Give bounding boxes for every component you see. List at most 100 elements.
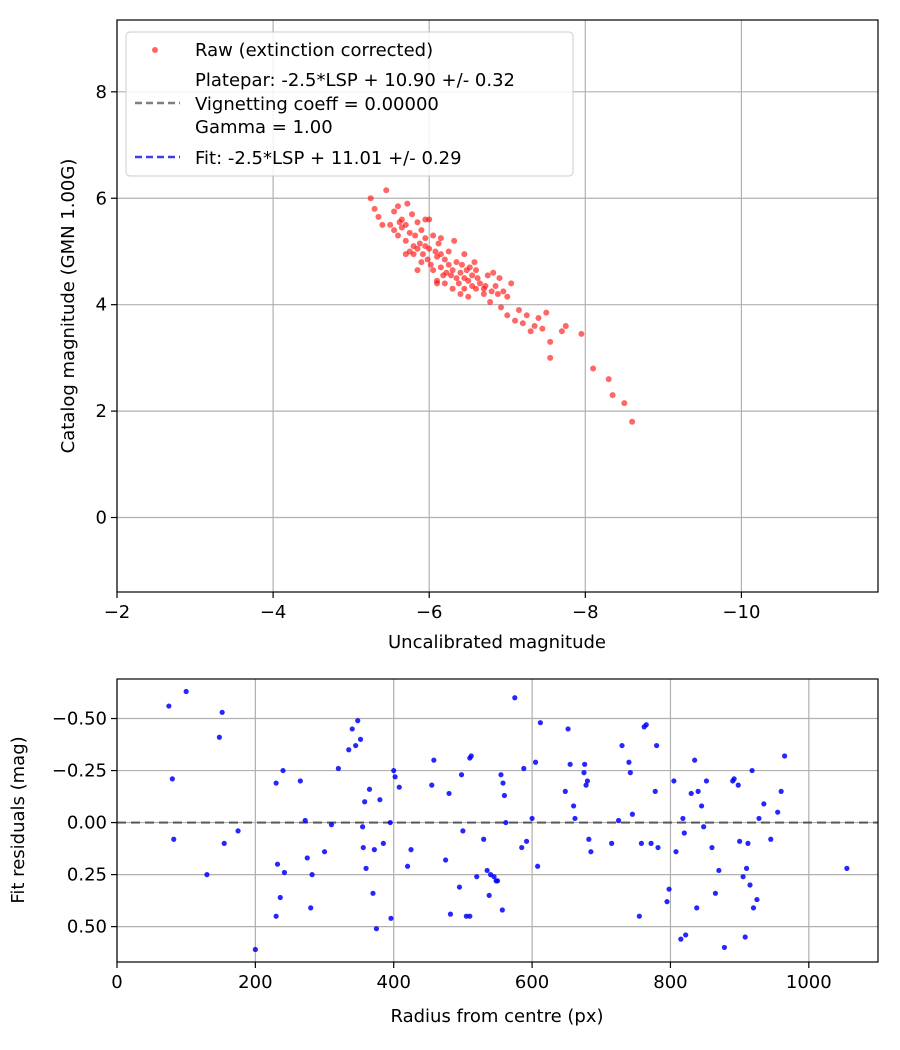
data-point xyxy=(588,849,594,855)
x-tick-label: −6 xyxy=(416,602,443,623)
data-point xyxy=(410,251,417,258)
x-tick-label: −4 xyxy=(260,602,287,623)
data-point xyxy=(394,203,401,210)
data-point xyxy=(383,187,390,194)
data-point xyxy=(655,844,661,851)
data-point xyxy=(447,911,454,917)
data-point xyxy=(414,267,421,274)
data-point xyxy=(388,915,394,921)
data-point xyxy=(363,865,369,871)
data-point xyxy=(451,237,458,244)
data-point xyxy=(743,865,750,871)
top-x-axis-label: Uncalibrated magnitude xyxy=(388,632,606,653)
data-point xyxy=(449,267,456,274)
data-point xyxy=(703,778,710,784)
data-point xyxy=(584,778,591,784)
data-point xyxy=(731,776,737,782)
data-point xyxy=(367,195,374,202)
data-point xyxy=(441,280,448,287)
data-point xyxy=(412,232,419,239)
x-tick-label: −8 xyxy=(572,602,599,623)
data-point xyxy=(171,836,177,842)
data-point xyxy=(473,285,480,292)
data-point xyxy=(565,726,571,732)
data-point xyxy=(375,213,382,220)
data-point xyxy=(404,863,411,869)
data-point xyxy=(499,907,505,913)
data-point xyxy=(377,797,383,803)
data-point xyxy=(512,695,518,701)
data-point xyxy=(666,886,672,892)
data-point xyxy=(721,944,728,951)
data-point xyxy=(701,824,707,830)
data-point xyxy=(426,216,433,223)
data-point xyxy=(465,277,472,284)
data-point xyxy=(474,275,481,282)
data-point xyxy=(277,894,283,901)
data-point xyxy=(486,892,492,899)
data-point xyxy=(498,304,505,311)
data-point xyxy=(308,905,314,911)
data-point xyxy=(387,819,393,826)
data-point xyxy=(694,905,700,911)
data-point xyxy=(252,946,258,953)
data-point xyxy=(768,836,774,842)
y-tick-label: 4 xyxy=(96,295,107,316)
data-point xyxy=(749,767,755,774)
legend: Raw (extinction corrected) Platepar: -2.… xyxy=(125,31,574,177)
data-point xyxy=(716,867,722,874)
data-point xyxy=(627,770,633,776)
data-point xyxy=(353,742,359,749)
data-point xyxy=(297,778,303,784)
data-point xyxy=(683,932,689,938)
data-point xyxy=(281,869,288,876)
data-point xyxy=(359,824,366,830)
data-point xyxy=(183,688,189,695)
x-tick-label: 800 xyxy=(653,972,687,993)
data-point xyxy=(219,709,225,715)
data-point xyxy=(445,248,452,255)
data-point xyxy=(309,872,315,878)
x-tick-label: 0 xyxy=(111,972,122,993)
data-point xyxy=(609,392,616,399)
data-point xyxy=(414,219,421,226)
legend-label-vignetting: Vignetting coeff = 0.00000 xyxy=(195,94,439,115)
data-point xyxy=(418,259,425,266)
data-point xyxy=(605,376,612,383)
data-point xyxy=(488,288,495,295)
data-point xyxy=(169,776,175,782)
data-point xyxy=(427,261,434,268)
data-point xyxy=(519,320,526,327)
y-tick-label: 2 xyxy=(96,401,107,422)
data-point xyxy=(737,838,743,844)
data-point xyxy=(567,761,573,767)
data-point xyxy=(750,905,757,911)
data-point xyxy=(643,722,649,728)
data-point xyxy=(778,788,784,794)
data-point xyxy=(396,784,402,790)
data-point xyxy=(469,272,476,279)
data-point xyxy=(756,815,762,822)
data-point xyxy=(441,256,448,263)
data-point xyxy=(204,872,210,878)
residuals-chart: 0 200 400 600 800 1000−0.50−0.250.000.250.50 … xyxy=(8,678,879,1027)
data-point xyxy=(474,874,480,880)
data-point xyxy=(391,767,397,774)
data-point xyxy=(476,280,483,287)
data-point xyxy=(500,288,507,295)
data-point xyxy=(431,757,437,763)
data-point xyxy=(500,780,506,786)
data-point xyxy=(406,229,413,236)
data-point xyxy=(235,828,241,834)
data-point xyxy=(523,838,530,844)
bottom-y-axis-label: Fit residuals (mag) xyxy=(8,736,29,903)
x-tick-label: 1000 xyxy=(786,972,832,993)
data-point xyxy=(437,235,444,242)
data-point xyxy=(379,221,386,228)
bottom-x-axis-label: Radius from centre (px) xyxy=(390,1006,603,1027)
data-point xyxy=(692,757,698,763)
data-point xyxy=(619,742,625,749)
data-point xyxy=(458,261,465,268)
data-point xyxy=(586,836,592,842)
